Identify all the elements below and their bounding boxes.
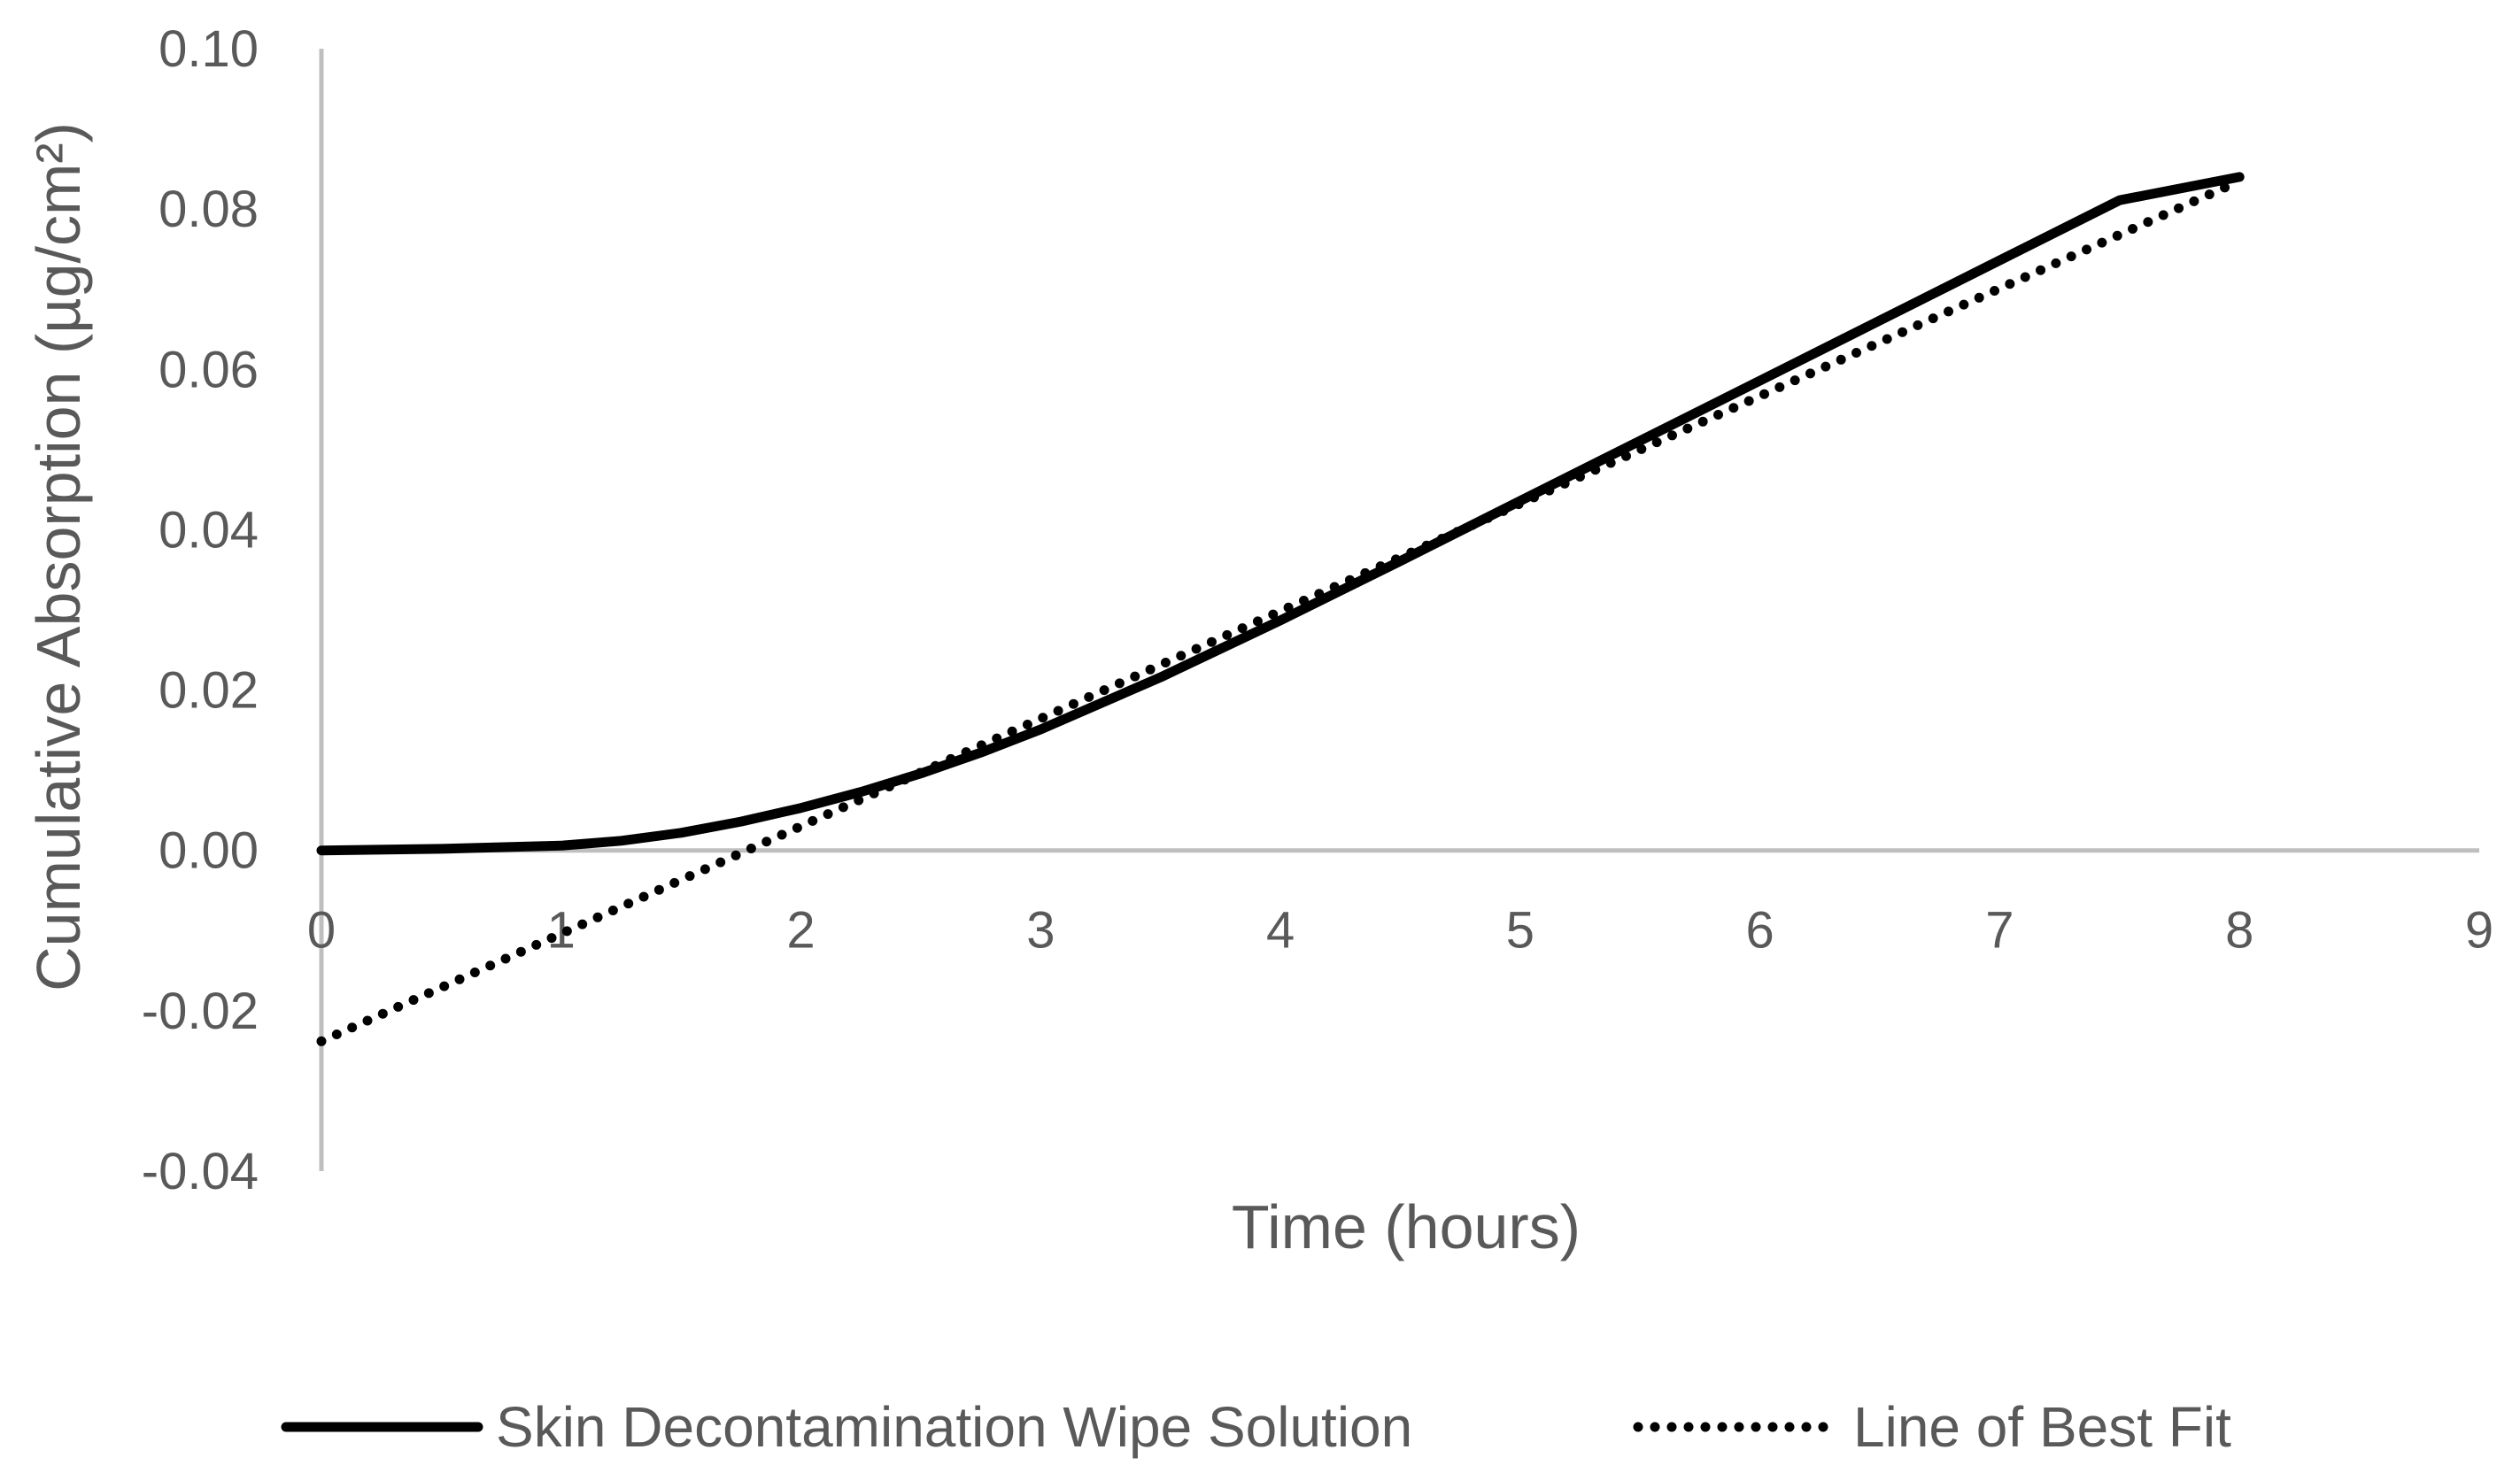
x-tick-label: 2: [786, 902, 815, 960]
series-layer: [316, 172, 2245, 1046]
y-tick-label: -0.04: [142, 1143, 259, 1200]
axes: [319, 49, 2479, 1171]
x-tick-label: 7: [1985, 902, 2014, 960]
legend-label: Skin Decontamination Wipe Solution: [496, 1395, 1412, 1459]
x-tick-label: 4: [1266, 902, 1295, 960]
legend-label: Line of Best Fit: [1853, 1395, 2231, 1459]
series-line-best-fit: [316, 175, 2245, 1046]
y-tick-label: 0.00: [158, 822, 259, 880]
x-tick-label: 3: [1026, 902, 1055, 960]
legend: Skin Decontamination Wipe Solution Line o…: [281, 1395, 2231, 1459]
y-tick-label: 0.10: [158, 20, 259, 78]
y-tick-label: -0.02: [142, 983, 259, 1040]
x-tick-label: 9: [2465, 902, 2493, 960]
y-axis-title: Cumulative Absorption (µg/cm²): [24, 122, 93, 991]
y-tick-label: 0.06: [158, 341, 259, 398]
x-axis-title: Time (hours): [1232, 1192, 1581, 1261]
x-tick-label: 6: [1746, 902, 1774, 960]
x-tick-label: 8: [2225, 902, 2253, 960]
x-tick-label: 0: [307, 902, 336, 960]
y-tick-labels: 0.10 0.08 0.06 0.04 0.02 0.00 -0.02 -0.04: [142, 20, 259, 1200]
y-tick-label: 0.08: [158, 181, 259, 238]
y-tick-label: 0.04: [158, 501, 259, 559]
series-line-skin-decontamination: [316, 172, 2245, 856]
x-tick-label: 5: [1506, 902, 1534, 960]
y-tick-label: 0.02: [158, 662, 259, 720]
